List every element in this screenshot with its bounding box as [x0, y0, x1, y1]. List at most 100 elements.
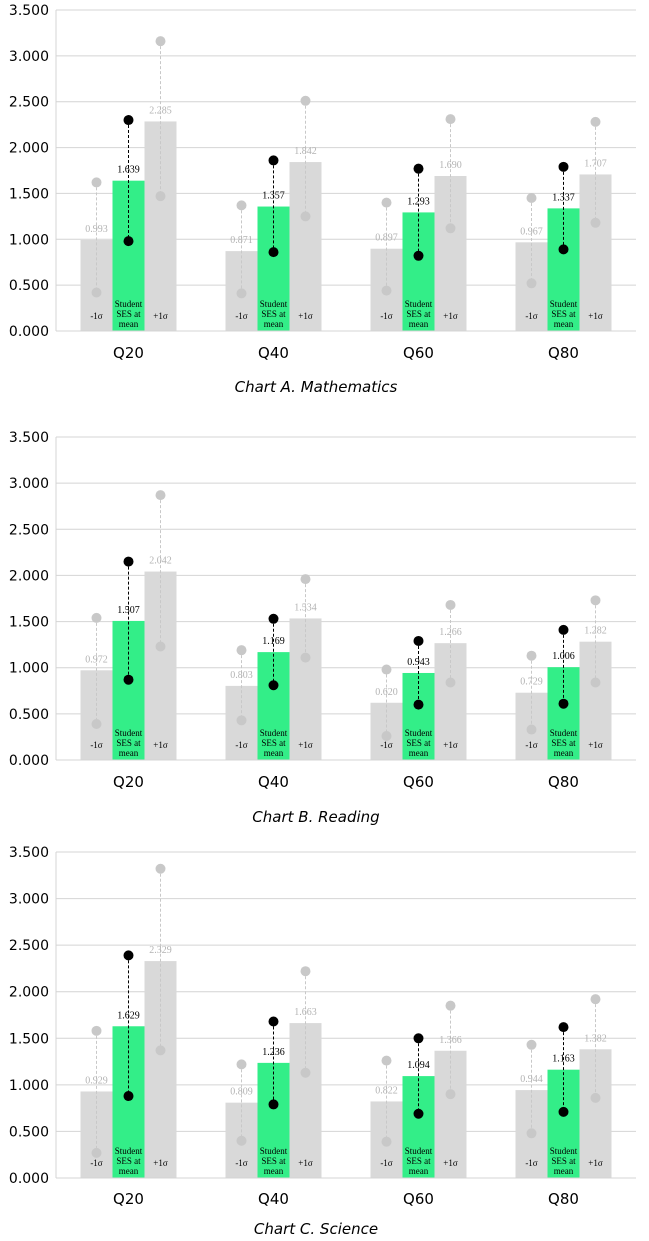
ci-lower-point [155, 1045, 166, 1056]
bar-label-mean-ses: SES at [551, 738, 576, 748]
ci-upper-point [123, 556, 134, 567]
ci-lower-point [558, 244, 569, 255]
ci-upper-point [413, 635, 424, 646]
bar-label-plus-1sd: +1σ [298, 311, 313, 321]
bar-label-plus-1sd: +1σ [153, 1158, 168, 1168]
chart-c-svg: 0.000 0.500 1.000 1.500 2.000 2.500 3.000 3.500… [9, 845, 636, 1238]
data-label: 1.842 [294, 146, 317, 157]
bar-label-mean-ses: mean [119, 319, 139, 329]
ci-lower-point [123, 674, 134, 685]
ci-lower-point [413, 1108, 424, 1119]
data-label: 1.236 [262, 1047, 285, 1058]
data-label: 0.871 [230, 235, 253, 246]
data-label: 0.943 [407, 657, 430, 668]
y-tick-label: 3.000 [9, 49, 49, 65]
bar-label-mean-ses: SES at [551, 1156, 576, 1166]
ci-upper-point [526, 1039, 537, 1050]
ci-upper-point [155, 490, 166, 501]
x-category-label: Q40 [258, 344, 289, 362]
ci-upper-point [236, 1059, 247, 1070]
ci-lower-point [381, 1136, 392, 1147]
bar-plus-1sd [144, 571, 177, 760]
y-tick-label: 2.000 [9, 141, 49, 157]
ci-upper-point [268, 155, 279, 166]
ci-upper-point [381, 1055, 392, 1066]
bar-label-mean-ses: Student [260, 299, 288, 309]
bar-label-mean-ses: SES at [261, 738, 286, 748]
ci-upper-point [236, 200, 247, 211]
ci-lower-point [268, 680, 279, 691]
ci-upper-point [123, 115, 134, 126]
x-category-label: Q60 [403, 1190, 434, 1208]
ci-lower-point [236, 288, 247, 299]
bar-mean-ses [402, 1076, 435, 1178]
bar-label-mean-ses: SES at [116, 1156, 141, 1166]
data-label: 0.929 [85, 1075, 108, 1086]
bar-label-mean-ses: SES at [261, 309, 286, 319]
y-tick-label: 2.500 [9, 522, 49, 538]
ci-lower-point [558, 1106, 569, 1117]
data-label: 2.042 [149, 556, 172, 567]
bar-label-plus-1sd: +1σ [153, 311, 168, 321]
ci-upper-point [123, 950, 134, 961]
ci-lower-point [268, 1099, 279, 1110]
chart-b-svg: 0.000 0.500 1.000 1.500 2.000 2.500 3.000 3.500… [9, 430, 636, 826]
x-category-label: Q60 [403, 344, 434, 362]
bar-label-mean-ses: Student [115, 728, 143, 738]
ci-upper-point [590, 994, 601, 1005]
x-category-label: Q20 [113, 1190, 144, 1208]
x-category-label: Q40 [258, 1190, 289, 1208]
data-label: 0.729 [520, 677, 543, 688]
bar-label-mean-ses: mean [554, 748, 574, 758]
bar-label-mean-ses: mean [409, 1166, 429, 1176]
bar-label-minus-1sd: -1σ [90, 311, 102, 321]
data-label: 0.809 [230, 1087, 253, 1098]
ci-upper-point [413, 163, 424, 174]
ci-upper-point [558, 161, 569, 172]
bar-label-plus-1sd: +1σ [443, 1158, 458, 1168]
bar-label-minus-1sd: -1σ [235, 740, 247, 750]
data-label: 1.094 [407, 1060, 430, 1071]
bar-label-mean-ses: Student [115, 299, 143, 309]
data-label: 1.639 [117, 165, 140, 176]
y-tick-label: 2.500 [9, 938, 49, 954]
ci-upper-point [590, 595, 601, 606]
bar-label-minus-1sd: -1σ [380, 740, 392, 750]
data-label: 1.293 [407, 196, 430, 207]
bar-plus-1sd [289, 162, 322, 331]
y-tick-label: 2.500 [9, 95, 49, 111]
bar-label-mean-ses: Student [405, 299, 433, 309]
data-label: 1.169 [262, 636, 285, 647]
y-tick-label: 1.000 [9, 232, 49, 248]
ci-upper-point [300, 95, 311, 106]
x-category-label: Q80 [548, 1190, 579, 1208]
ci-lower-point [300, 1067, 311, 1078]
chart-title: Chart A. Mathematics [235, 378, 398, 396]
data-label: 1.382 [584, 1033, 607, 1044]
ci-upper-point [526, 193, 537, 204]
data-label: 1.357 [262, 191, 285, 202]
bar-label-mean-ses: SES at [261, 1156, 286, 1166]
bar-label-plus-1sd: +1σ [443, 740, 458, 750]
ci-upper-point [590, 116, 601, 127]
y-tick-label: 1.500 [9, 615, 49, 631]
ci-lower-point [381, 285, 392, 296]
ci-upper-point [91, 1025, 102, 1036]
ci-lower-point [590, 677, 601, 688]
chart-c-container: 0.000 0.500 1.000 1.500 2.000 2.500 3.000 3.500… [0, 830, 649, 1241]
bar-label-minus-1sd: -1σ [235, 311, 247, 321]
ci-upper-point [558, 624, 569, 635]
ci-lower-point [413, 250, 424, 261]
data-label: 1.282 [584, 626, 607, 637]
data-label: 0.803 [230, 670, 253, 681]
x-category-label: Q60 [403, 773, 434, 791]
bar-label-mean-ses: Student [405, 1146, 433, 1156]
x-category-label: Q80 [548, 344, 579, 362]
ci-lower-point [236, 1135, 247, 1146]
y-tick-label: 3.500 [9, 430, 49, 446]
y-tick-label: 2.000 [9, 568, 49, 584]
ci-lower-point [445, 1089, 456, 1100]
ci-upper-point [381, 197, 392, 208]
y-tick-label: 0.500 [9, 278, 49, 294]
bar-label-mean-ses: mean [409, 319, 429, 329]
